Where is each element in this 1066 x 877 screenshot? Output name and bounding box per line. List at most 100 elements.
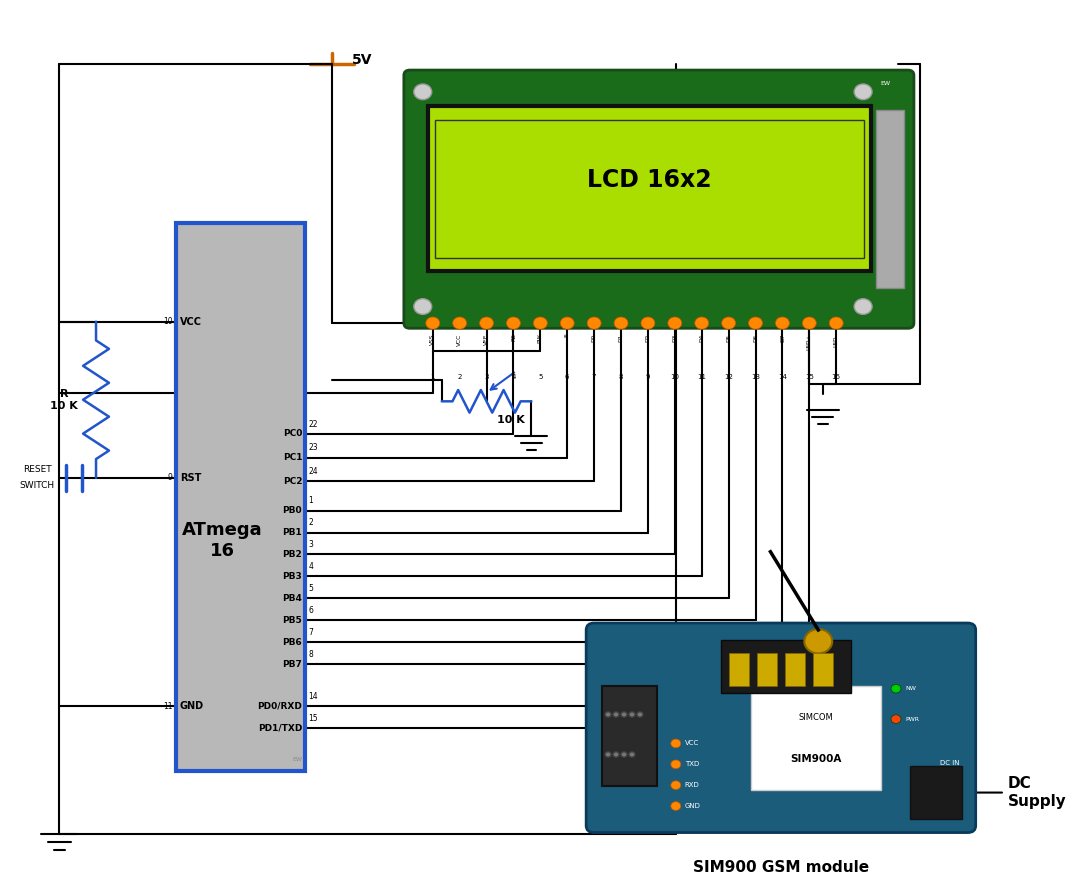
Circle shape bbox=[605, 712, 611, 717]
Text: EW: EW bbox=[292, 757, 303, 762]
Text: 11: 11 bbox=[697, 374, 707, 380]
Text: 14: 14 bbox=[308, 692, 318, 701]
Text: 5: 5 bbox=[538, 374, 543, 380]
Text: 8: 8 bbox=[618, 374, 624, 380]
Text: 14: 14 bbox=[778, 374, 787, 380]
Text: PB2: PB2 bbox=[282, 550, 303, 559]
Text: SIMCOM: SIMCOM bbox=[798, 713, 834, 722]
Text: PB1: PB1 bbox=[282, 528, 303, 537]
Circle shape bbox=[621, 752, 627, 757]
Text: 23: 23 bbox=[308, 443, 318, 453]
Circle shape bbox=[695, 317, 709, 329]
Text: TXD: TXD bbox=[684, 761, 699, 767]
Text: PB5: PB5 bbox=[282, 616, 303, 624]
Circle shape bbox=[637, 712, 643, 717]
Text: SWITCH: SWITCH bbox=[19, 481, 54, 490]
Text: RST: RST bbox=[180, 473, 201, 483]
Text: 7: 7 bbox=[592, 374, 596, 380]
Circle shape bbox=[671, 781, 681, 789]
Text: D4: D4 bbox=[699, 333, 705, 342]
Circle shape bbox=[587, 317, 601, 329]
Circle shape bbox=[629, 712, 635, 717]
Text: EW: EW bbox=[881, 81, 890, 85]
Text: RS: RS bbox=[511, 333, 516, 341]
Circle shape bbox=[621, 712, 627, 717]
Bar bbox=[876, 111, 904, 289]
FancyBboxPatch shape bbox=[404, 70, 914, 328]
Circle shape bbox=[668, 317, 682, 329]
Circle shape bbox=[613, 712, 619, 717]
Circle shape bbox=[414, 84, 432, 100]
Text: SIM900 GSM module: SIM900 GSM module bbox=[693, 859, 869, 875]
Bar bbox=[757, 652, 777, 686]
Text: 3: 3 bbox=[484, 374, 489, 380]
Circle shape bbox=[803, 317, 817, 329]
Text: D1: D1 bbox=[618, 333, 624, 342]
Circle shape bbox=[453, 317, 467, 329]
Circle shape bbox=[671, 739, 681, 748]
Text: LED+: LED+ bbox=[807, 333, 812, 350]
Text: 24: 24 bbox=[308, 467, 318, 476]
Bar bbox=[910, 766, 962, 818]
Circle shape bbox=[775, 317, 790, 329]
Text: 4: 4 bbox=[308, 562, 313, 571]
Text: 16: 16 bbox=[831, 374, 841, 380]
FancyBboxPatch shape bbox=[176, 223, 305, 771]
Text: 6: 6 bbox=[308, 606, 313, 615]
Text: E: E bbox=[565, 333, 569, 338]
Text: PC0: PC0 bbox=[282, 430, 303, 438]
Text: 9: 9 bbox=[646, 374, 650, 380]
Circle shape bbox=[629, 752, 635, 757]
Text: PB3: PB3 bbox=[282, 572, 303, 581]
Bar bbox=[812, 652, 833, 686]
Text: PB0: PB0 bbox=[282, 506, 303, 515]
FancyBboxPatch shape bbox=[586, 623, 975, 832]
Text: 8: 8 bbox=[308, 650, 313, 659]
Text: PD1/TXD: PD1/TXD bbox=[258, 724, 303, 732]
Text: GND: GND bbox=[684, 803, 700, 809]
Text: 22: 22 bbox=[308, 420, 318, 429]
Text: RW: RW bbox=[538, 333, 543, 343]
Text: D7: D7 bbox=[780, 333, 785, 342]
Text: LCD 16x2: LCD 16x2 bbox=[587, 168, 712, 191]
Text: NW: NW bbox=[905, 686, 916, 691]
Circle shape bbox=[605, 752, 611, 757]
Text: 5: 5 bbox=[308, 584, 313, 593]
Text: PC1: PC1 bbox=[282, 453, 303, 462]
Text: VSS: VSS bbox=[431, 333, 435, 345]
Circle shape bbox=[854, 84, 872, 100]
Text: 9: 9 bbox=[167, 474, 173, 482]
Text: 10: 10 bbox=[163, 317, 173, 326]
Text: 3: 3 bbox=[308, 540, 313, 549]
Text: PB4: PB4 bbox=[282, 594, 303, 602]
Text: 4: 4 bbox=[512, 374, 516, 380]
Circle shape bbox=[671, 760, 681, 768]
Text: 15: 15 bbox=[308, 714, 318, 723]
Text: PWR: PWR bbox=[905, 717, 919, 722]
Circle shape bbox=[891, 715, 901, 724]
Circle shape bbox=[613, 752, 619, 757]
Circle shape bbox=[533, 317, 547, 329]
Circle shape bbox=[829, 317, 843, 329]
Text: 1: 1 bbox=[308, 496, 313, 505]
Text: VCC: VCC bbox=[457, 333, 463, 346]
Text: VCC: VCC bbox=[684, 740, 699, 746]
Circle shape bbox=[480, 317, 494, 329]
Text: 11: 11 bbox=[163, 702, 173, 710]
Circle shape bbox=[641, 317, 655, 329]
Bar bbox=[729, 652, 749, 686]
Text: DC IN: DC IN bbox=[940, 760, 959, 766]
Bar bbox=[752, 686, 881, 790]
Text: 2: 2 bbox=[457, 374, 462, 380]
Text: 10 K: 10 K bbox=[497, 416, 524, 425]
Text: 12: 12 bbox=[724, 374, 733, 380]
Bar bbox=[602, 687, 657, 787]
Text: SIM900A: SIM900A bbox=[790, 754, 841, 764]
Text: 7: 7 bbox=[308, 628, 313, 637]
Text: 10: 10 bbox=[671, 374, 679, 380]
Circle shape bbox=[561, 317, 575, 329]
Text: D6: D6 bbox=[753, 333, 758, 342]
Text: 1: 1 bbox=[431, 374, 435, 380]
Text: PD0/RXD: PD0/RXD bbox=[257, 702, 303, 710]
Circle shape bbox=[854, 299, 872, 314]
